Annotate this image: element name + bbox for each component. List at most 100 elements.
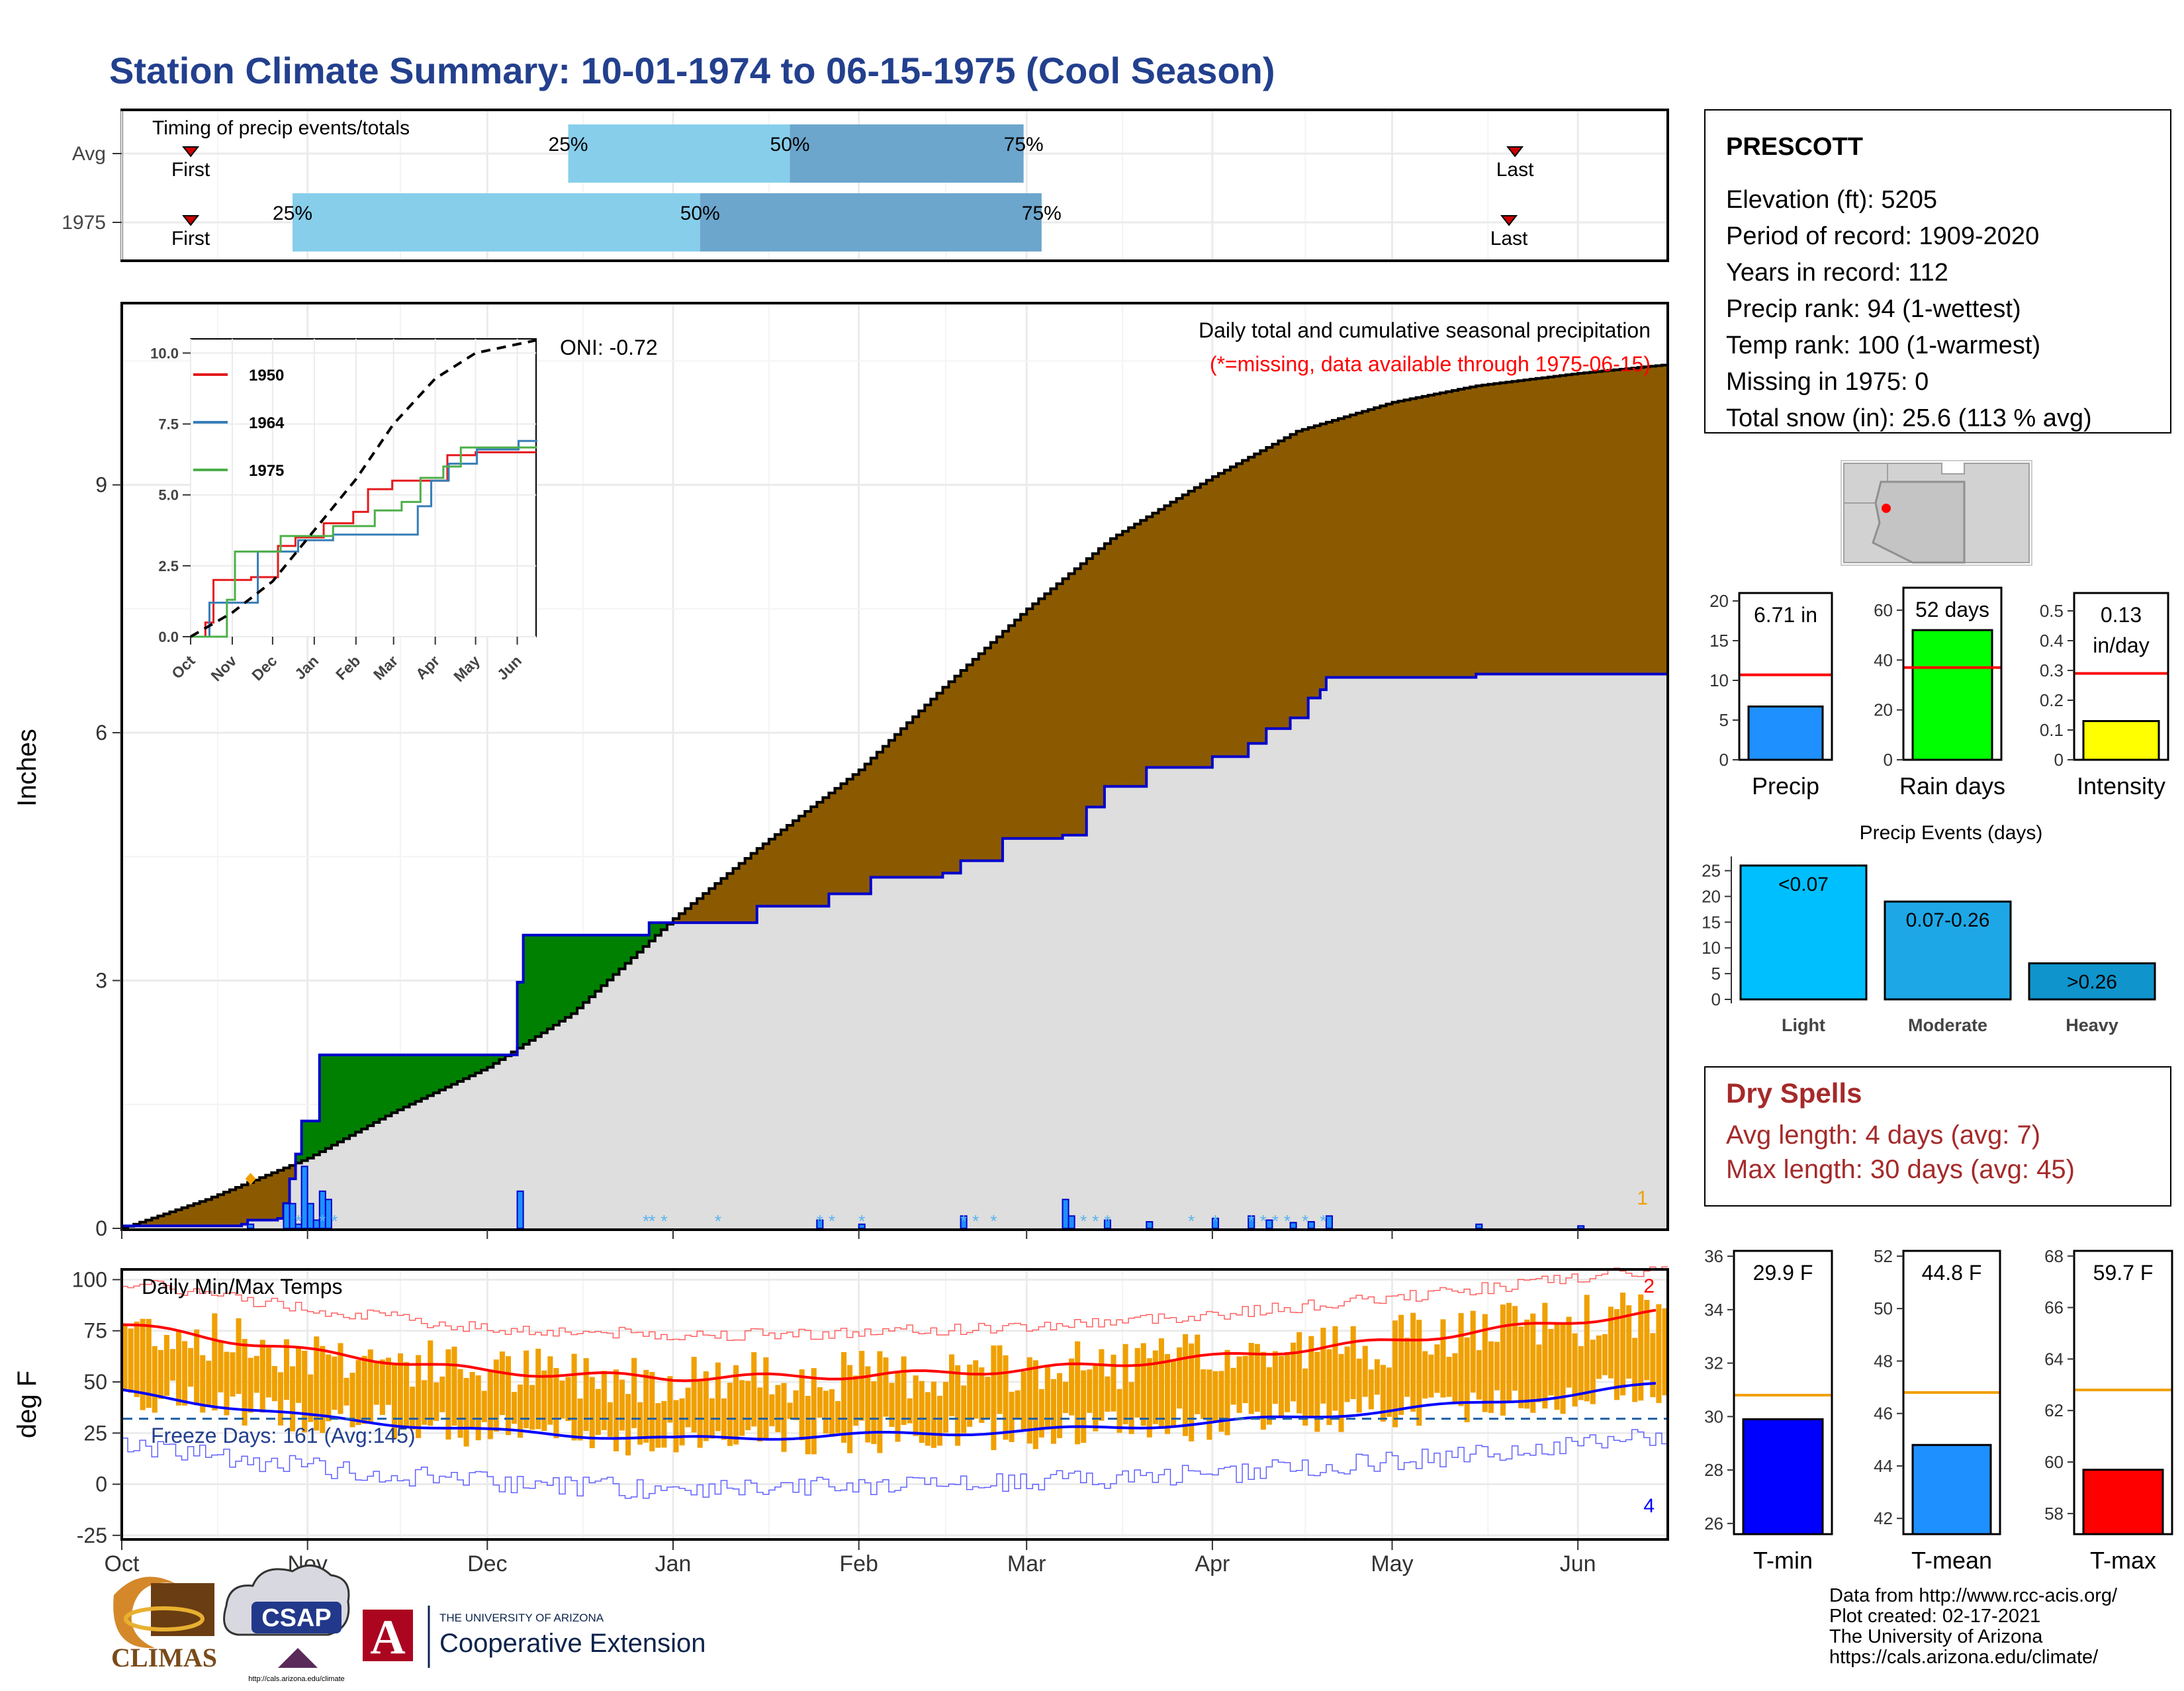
station-line: Total snow (in): 25.6 (113 % avg) [1726, 404, 2092, 432]
daily-temp-bar [1566, 1316, 1572, 1388]
event-category-label: Heavy [2066, 1015, 2118, 1035]
daily-precip-bar [283, 1203, 291, 1230]
daily-temp-bar [308, 1374, 314, 1422]
daily-temp-bar [224, 1351, 230, 1416]
last-label: Last [1496, 159, 1534, 181]
event-bar-label: 0.07-0.26 [1906, 909, 1990, 931]
temp-bars [122, 1293, 1668, 1456]
daily-temp-bar [769, 1394, 775, 1426]
summary-y-tick-label: 5 [1719, 710, 1729, 730]
summary-y-tick-label: 30 [1704, 1406, 1723, 1426]
timing-label-50: 50% [770, 134, 810, 156]
daily-temp-bar [1338, 1353, 1344, 1432]
event-category-label: Moderate [1908, 1015, 1987, 1035]
daily-temp-bar [410, 1387, 416, 1430]
first-marker [182, 215, 200, 226]
daily-temp-bar [799, 1369, 805, 1441]
daily-temp-bar [757, 1387, 763, 1442]
summary-label-bg [1739, 1257, 1827, 1292]
snow-marker: * [1284, 1211, 1291, 1231]
inset-y-tick-label: 0.0 [158, 629, 179, 645]
temp-y-tick-label: 50 [83, 1370, 107, 1394]
snow-marker: * [331, 1211, 338, 1231]
summary-y-tick-label: 60 [1874, 600, 1893, 620]
daily-temp-bar [961, 1385, 967, 1434]
snow-marker: * [829, 1211, 835, 1231]
daily-temp-bar [835, 1400, 841, 1434]
snow-marker: * [1248, 1211, 1255, 1231]
summary-category-label: T-min [1753, 1547, 1813, 1574]
daily-temp-bar [505, 1356, 512, 1436]
daily-temp-bar [1626, 1305, 1632, 1379]
credit-line: Data from http://www.rcc-acis.org/ [1829, 1585, 2118, 1606]
daily-temp-bar [439, 1376, 445, 1412]
daily-temp-bar [1578, 1346, 1584, 1400]
daily-temp-bar [1620, 1293, 1626, 1396]
events-y-tick-label: 5 [1711, 964, 1721, 983]
daily-temp-bar [523, 1350, 529, 1428]
oni-label: ONI: -0.72 [560, 336, 658, 359]
timing-y-axis: Avg 1975 [62, 143, 122, 234]
summary-frame [2073, 1250, 2173, 1535]
summary-y-tick-label: 0.2 [2040, 690, 2064, 710]
station-name: PRESCOTT [1726, 133, 1863, 161]
daily-temp-bar [463, 1378, 469, 1447]
daily-temp-bar [1506, 1303, 1512, 1402]
daily-temp-bar [230, 1352, 236, 1397]
summary-bar [2082, 720, 2160, 761]
daily-temp-bar [631, 1357, 637, 1428]
inset-legend-label: 1964 [249, 414, 285, 432]
daily-temp-bar [733, 1365, 739, 1445]
summary-value-label: 0.13 [2101, 603, 2142, 627]
daily-temp-bar [1044, 1365, 1050, 1430]
daily-temp-bar [721, 1398, 727, 1440]
daily-temp-bar [1530, 1313, 1536, 1413]
daily-temp-bar [817, 1387, 823, 1418]
daily-temp-bar [877, 1351, 883, 1453]
daily-temp-bar [1416, 1320, 1422, 1426]
inset-line-avg [189, 339, 537, 638]
daily-temp-bar [667, 1376, 673, 1423]
climas-logo-swirl [113, 1577, 175, 1649]
daily-temp-bar [745, 1381, 751, 1430]
daily-temp-bar [163, 1335, 169, 1396]
summary-y-tick-label: 36 [1704, 1246, 1723, 1266]
daily-temp-bar [182, 1341, 188, 1406]
temp-x-tick-label: Mar [1007, 1551, 1046, 1577]
daily-temp-bar [451, 1346, 457, 1426]
daily-temp-bar [1614, 1308, 1620, 1400]
daily-temp-bar [1524, 1319, 1530, 1409]
daily-temp-bar [122, 1325, 128, 1391]
summary-value-label: 44.8 F [1922, 1261, 1982, 1285]
daily-temp-bar [1242, 1355, 1248, 1404]
daily-temp-bar [1386, 1367, 1392, 1417]
daily-temp-bar [1128, 1382, 1134, 1434]
events-y-tick-label: 20 [1702, 886, 1721, 906]
temp-x-tick-label: Jun [1560, 1551, 1596, 1577]
summary-intensity-chart: 0 0.1 0.2 0.3 0.4 0.5 0.13 in/day Intensity [2040, 592, 2169, 800]
daily-temp-bar [475, 1375, 481, 1441]
summary-frame [1902, 586, 2003, 761]
daily-temp-bar [1434, 1344, 1440, 1393]
ua-logo-block [363, 1610, 413, 1661]
timing-bar-50-75 [700, 193, 1042, 251]
daily-temp-bar [577, 1398, 583, 1441]
daily-temp-bar [1428, 1354, 1434, 1398]
temp-y-tick-label: -25 [77, 1524, 107, 1547]
summary-category-label: Rain days [1899, 772, 2005, 800]
temp-y-tick-label: 0 [95, 1473, 107, 1496]
daily-temp-bar [841, 1351, 847, 1443]
precip-areas [121, 363, 1668, 1230]
daily-temp-bar [901, 1356, 907, 1426]
daily-temp-bar [1488, 1341, 1494, 1413]
timing-bar-25-50 [568, 124, 790, 183]
event-bar [1739, 864, 1868, 1001]
daily-temp-bar [1272, 1351, 1278, 1404]
timing-label-50: 50% [680, 203, 720, 224]
daily-precip-bar [306, 1203, 314, 1230]
temp-panel-background [122, 1269, 1668, 1539]
daily-temp-bar [1410, 1312, 1416, 1412]
